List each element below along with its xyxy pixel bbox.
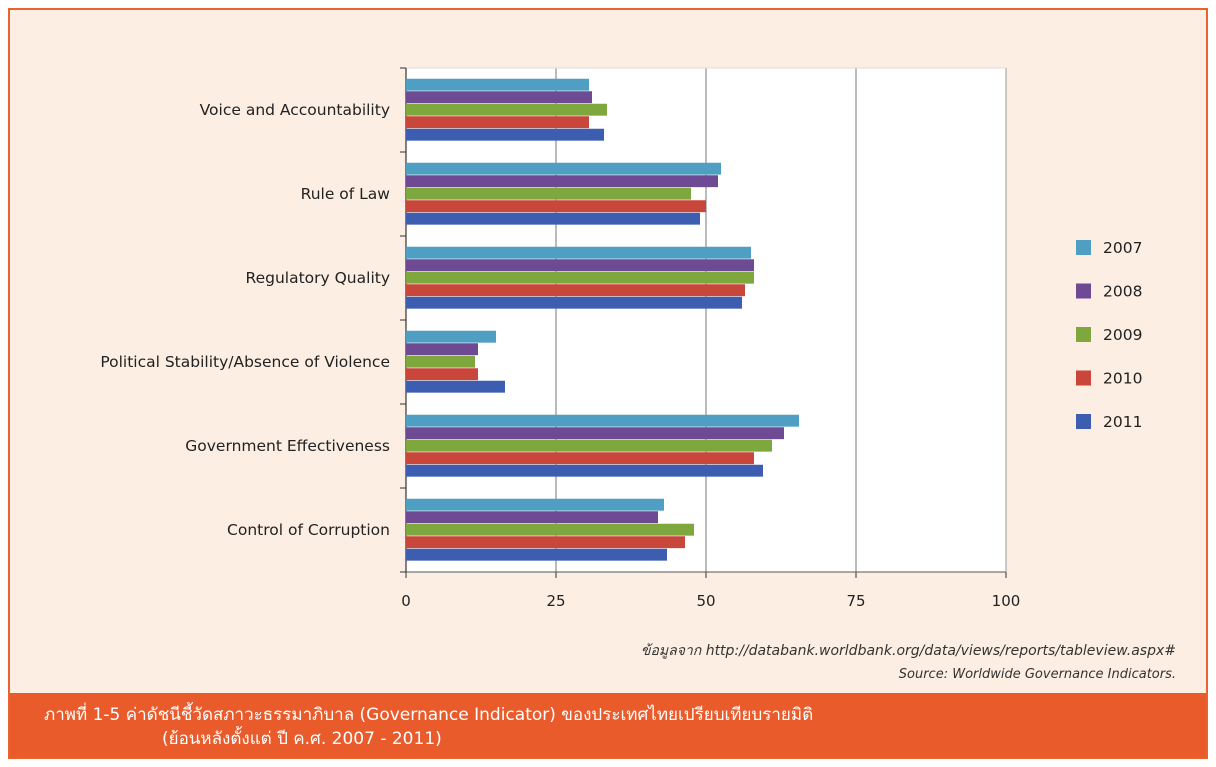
category-label: Voice and Accountability (200, 101, 390, 119)
category-label: Political Stability/Absence of Violence (100, 353, 390, 371)
bar-2009 (406, 355, 475, 368)
bar-2011 (406, 296, 742, 309)
bar-2010 (406, 284, 745, 297)
bar-2009 (406, 523, 694, 536)
legend-label: 2011 (1103, 413, 1142, 431)
x-tick-label: 50 (696, 592, 715, 610)
bar-2011 (406, 128, 604, 141)
category-label: Control of Corruption (227, 521, 390, 539)
legend-label: 2010 (1103, 370, 1142, 388)
category-label: Government Effectiveness (185, 437, 390, 455)
bar-2008 (406, 427, 784, 440)
legend-swatch-2009 (1076, 327, 1091, 342)
bar-2009 (406, 271, 754, 284)
bar-2010 (406, 368, 478, 381)
bar-2008 (406, 511, 658, 524)
category-label: Regulatory Quality (246, 269, 391, 287)
bar-2011 (406, 380, 505, 393)
bar-2010 (406, 116, 589, 129)
bar-2010 (406, 536, 685, 549)
legend-label: 2007 (1103, 239, 1142, 257)
bar-2007 (406, 330, 496, 343)
source-note: Source: Worldwide Governance Indicators. (898, 667, 1176, 682)
x-tick-label: 0 (401, 592, 411, 610)
legend-label: 2008 (1103, 283, 1142, 301)
bar-2011 (406, 464, 763, 477)
bar-2007 (406, 414, 799, 427)
legend-swatch-2008 (1076, 283, 1091, 299)
bar-2009 (406, 103, 607, 116)
bar-2011 (406, 212, 700, 225)
bar-2011 (406, 548, 667, 561)
governance-bar-chart: 0 25 50 75 100 Voice and Accountability Rule o… (100, 67, 1142, 610)
category-label: Rule of Law (301, 185, 391, 203)
source-url: ข้อมูลจาก http://databank.worldbank.org/… (640, 643, 1176, 659)
bar-2007 (406, 162, 721, 175)
legend-swatch-2010 (1076, 370, 1091, 386)
bar-2007 (406, 246, 751, 259)
legend-swatch-2007 (1076, 240, 1091, 255)
bar-2008 (406, 343, 478, 356)
caption-bar: ภาพที่ 1-5 ค่าดัชนีชี้วัดสภาวะธรรมาภิบาล… (10, 693, 1206, 757)
x-tick-label: 25 (546, 592, 565, 610)
bar-2009 (406, 439, 772, 452)
bar-2010 (406, 200, 706, 213)
bar-2007 (406, 498, 664, 511)
bar-2008 (406, 259, 754, 272)
legend-label: 2009 (1103, 326, 1142, 344)
caption-line-1: ภาพที่ 1-5 ค่าดัชนีชี้วัดสภาวะธรรมาภิบาล… (44, 705, 814, 725)
figure-frame: 0 25 50 75 100 Voice and Accountability Rule o… (8, 8, 1208, 759)
bar-2008 (406, 91, 592, 104)
x-tick-label: 100 (992, 592, 1021, 610)
legend-swatch-2011 (1076, 414, 1091, 429)
bar-2008 (406, 175, 718, 188)
caption-line-2: (ย้อนหลังตั้งแต่ ปี ค.ศ. 2007 - 2011) (162, 729, 442, 749)
x-tick-label: 75 (846, 592, 865, 610)
bar-2009 (406, 187, 691, 200)
bar-2010 (406, 452, 754, 465)
bar-2007 (406, 78, 589, 91)
